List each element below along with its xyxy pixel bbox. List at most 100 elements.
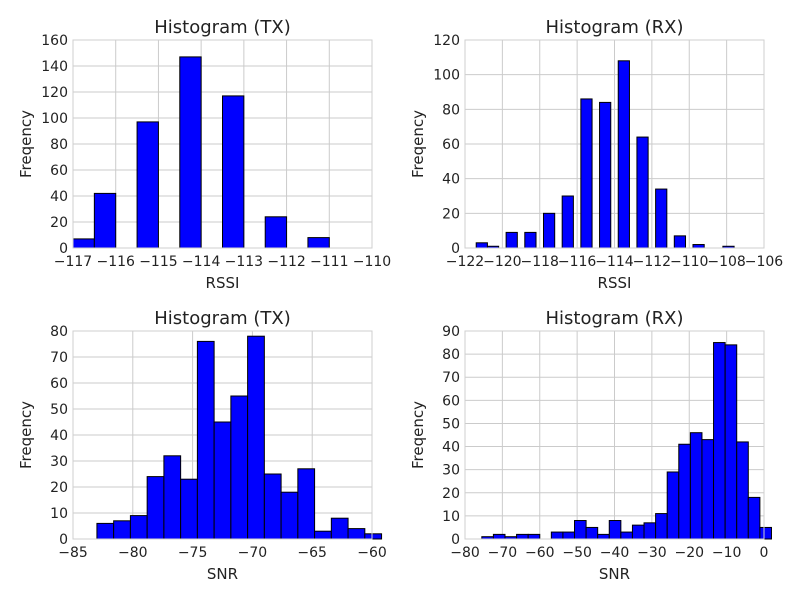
histogram-bar: [759, 526, 772, 540]
histogram-bar: [163, 455, 182, 540]
x-tick-label: −117: [54, 254, 92, 270]
y-tick-label: 50: [50, 402, 68, 418]
y-axis-label: Freqency: [17, 110, 35, 178]
x-axis-label: RSSI: [598, 274, 632, 292]
histogram-bar: [561, 195, 574, 249]
histogram-bar: [585, 526, 599, 540]
x-tick-label: −122: [446, 254, 484, 270]
histogram-bar: [747, 496, 761, 540]
y-tick-label: 0: [451, 532, 460, 548]
histogram-bar: [280, 491, 299, 540]
y-tick-label: 90: [442, 324, 460, 340]
histogram-bar: [113, 520, 131, 540]
histogram-bar: [643, 522, 657, 540]
histogram-bar: [180, 478, 198, 540]
y-tick-label: 140: [41, 59, 68, 75]
histogram-bar: [364, 533, 383, 540]
x-tick-label: −40: [600, 545, 630, 561]
x-tick-label: 0: [760, 545, 769, 561]
y-tick-label: 30: [442, 463, 460, 479]
histogram-bar: [655, 188, 668, 249]
x-tick-label: −60: [525, 545, 555, 561]
x-tick-label: −50: [562, 545, 592, 561]
y-axis-label: Freqency: [17, 401, 35, 469]
y-tick-label: 10: [50, 506, 68, 522]
histogram-bar: [307, 237, 330, 249]
x-tick-label: −10: [712, 545, 742, 561]
histogram-bar: [562, 531, 576, 540]
y-axis-label: Freqency: [409, 401, 427, 469]
histogram-bar: [93, 192, 117, 249]
x-tick-label: −113: [225, 254, 263, 270]
histogram-bar: [678, 443, 691, 540]
histogram-bar: [230, 395, 249, 540]
y-tick-label: 40: [442, 172, 460, 188]
x-tick-label: −111: [310, 254, 348, 270]
y-tick-label: 80: [50, 137, 68, 153]
histogram-bar: [724, 344, 738, 540]
y-tick-label: 70: [50, 350, 68, 366]
x-tick-label: −75: [178, 545, 208, 561]
histogram-bar: [580, 98, 593, 249]
x-tick-label: −114: [182, 254, 221, 270]
chart-title: Histogram (RX): [546, 17, 684, 38]
histogram-bar: [314, 530, 332, 540]
histogram-bar: [72, 238, 95, 249]
y-tick-label: 20: [442, 486, 460, 502]
y-tick-label: 10: [442, 509, 460, 525]
x-tick-label: −70: [488, 545, 518, 561]
histogram-bar: [516, 533, 529, 540]
histogram-bar: [347, 528, 366, 540]
histogram-bar: [213, 421, 232, 540]
histogram-bar: [701, 439, 715, 540]
histogram-bar: [574, 520, 587, 540]
histogram-bar: [96, 522, 115, 540]
y-tick-label: 40: [442, 440, 460, 456]
y-tick-label: 30: [50, 454, 68, 470]
x-tick-label: −116: [96, 254, 135, 270]
histogram-bar: [617, 60, 630, 249]
axes-frame: [464, 39, 765, 249]
histogram-bar: [146, 476, 165, 540]
chart-title: Histogram (TX): [154, 308, 290, 329]
histogram-bar: [505, 231, 518, 249]
histogram-bar: [631, 524, 645, 540]
histogram-bar: [736, 441, 749, 540]
histogram-bar: [330, 517, 349, 540]
histogram-bar: [263, 473, 282, 540]
y-tick-label: 80: [442, 347, 460, 363]
histogram-bar: [524, 231, 537, 249]
axes-frame: [72, 39, 373, 249]
y-tick-label: 80: [50, 324, 68, 340]
x-tick-label: −116: [558, 254, 597, 270]
x-tick-label: −85: [58, 545, 88, 561]
x-tick-label: −80: [450, 545, 480, 561]
x-axis-label: RSSI: [206, 274, 240, 292]
y-tick-label: 120: [433, 33, 460, 49]
histogram-bar: [666, 471, 680, 540]
x-tick-label: −65: [297, 545, 327, 561]
histogram-bar: [129, 515, 148, 540]
x-tick-label: −115: [139, 254, 177, 270]
histogram-bar: [475, 242, 488, 249]
x-tick-label: −118: [521, 254, 559, 270]
histogram-bar: [599, 101, 612, 249]
y-tick-label: 70: [442, 370, 460, 386]
y-tick-label: 60: [50, 163, 68, 179]
histogram-bar: [527, 533, 541, 540]
y-tick-label: 20: [50, 480, 68, 496]
histogram-bar: [673, 235, 687, 249]
subplot-rx-snr: −80 −70 −60 −50 −40 −30 −20 −10 0 0 10 20 30 40 50 60 70…: [409, 308, 772, 583]
histogram-bar: [655, 513, 668, 540]
x-tick-label: −110: [353, 254, 391, 270]
subplot-tx-snr: −85 −80 −75 −70 −65 −60 0 10 20 30 40 50 60 70 80 Histo…: [17, 308, 387, 583]
y-tick-label: 50: [442, 416, 460, 432]
x-tick-label: −106: [745, 254, 784, 270]
histogram-bar: [222, 95, 245, 249]
y-tick-label: 100: [41, 111, 68, 127]
histogram-bar: [689, 432, 703, 540]
y-tick-label: 120: [41, 85, 68, 101]
y-tick-label: 60: [50, 376, 68, 392]
y-tick-label: 20: [50, 215, 68, 231]
y-tick-label: 40: [50, 428, 68, 444]
